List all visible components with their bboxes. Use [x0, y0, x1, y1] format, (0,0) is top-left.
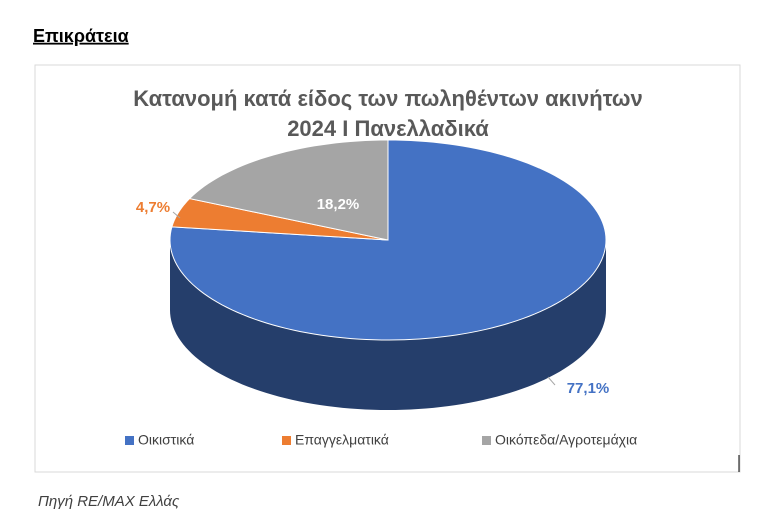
slice: [171, 198, 389, 241]
section-title: Επικράτεια: [33, 26, 129, 46]
legend-label: Οικιστικά: [138, 432, 194, 448]
leader-line: [547, 376, 556, 386]
data-label: 77,1%: [567, 380, 610, 397]
chart-title: 2024 Ι Πανελλαδικά: [287, 116, 489, 141]
leader-line: [172, 211, 181, 219]
chart-title: Κατανομή κατά είδος των πωληθέντων ακινή…: [133, 86, 643, 111]
source-note: Πηγή RE/MAX Ελλάς: [38, 493, 180, 510]
slice: [188, 139, 389, 241]
legend-swatch: [125, 436, 134, 445]
data-label: 18,2%: [317, 196, 360, 213]
legend-label: Οικόπεδα/Αγροτεμάχια: [495, 432, 637, 448]
legend-swatch: [282, 436, 291, 445]
legend-label: Επαγγελματικά: [295, 432, 389, 448]
data-label: 4,7%: [136, 199, 170, 216]
slice-side: [170, 240, 606, 410]
legend-swatch: [482, 436, 491, 445]
